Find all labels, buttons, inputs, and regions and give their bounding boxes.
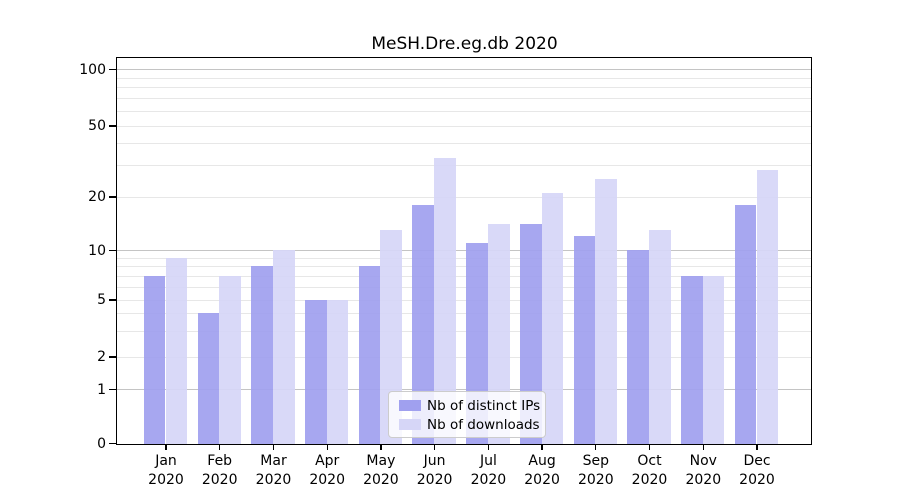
y-tick-mark-0	[109, 442, 116, 445]
x-tick-mark-mar-2020	[272, 444, 275, 450]
x-tick-mark-jul-2020	[487, 444, 490, 450]
bar-downloads-may-2020	[380, 229, 403, 444]
gridline-minor-7	[117, 275, 811, 277]
x-tick-mark-jan-2020	[165, 444, 167, 450]
bar-distinct-ips-dec-2020	[734, 204, 757, 444]
y-tick-mark-20	[109, 196, 116, 198]
x-tick-label-feb-2020: Feb 2020	[201, 453, 238, 488]
x-tick-label-nov-2020: Nov 2020	[685, 453, 722, 488]
legend-item-downloads: Nb of downloads	[399, 415, 545, 434]
bar-distinct-ips-oct-2020	[627, 250, 649, 444]
bar-distinct-ips-feb-2020	[197, 313, 220, 444]
legend: Nb of distinct IPs Nb of downloads	[388, 391, 546, 438]
gridline-minor-80	[117, 87, 811, 89]
y-tick-mark-10	[109, 249, 116, 252]
gridline-minor-60	[117, 110, 811, 112]
x-tick-mark-dec-2020	[756, 444, 758, 450]
x-tick-label-mar-2020: Mar 2020	[255, 453, 292, 488]
y-tick-label-20: 20	[88, 189, 106, 205]
bar-distinct-ips-jun-2020	[412, 204, 435, 444]
legend-item-distinct-ips: Nb of distinct IPs	[399, 396, 545, 415]
x-tick-mark-sep-2020	[595, 444, 597, 450]
x-tick-mark-jun-2020	[433, 444, 436, 450]
x-tick-mark-nov-2020	[702, 444, 704, 450]
gridline-minor-5	[117, 299, 811, 301]
x-tick-label-apr-2020: Apr 2020	[309, 453, 345, 488]
gridline-minor-3	[117, 331, 811, 333]
bar-downloads-nov-2020	[702, 275, 725, 444]
x-tick-label-dec-2020: Dec 2020	[739, 453, 775, 488]
y-tick-label-0: 0	[97, 435, 106, 452]
y-tick-label-5: 5	[97, 292, 106, 308]
y-tick-label-1: 1	[97, 381, 106, 398]
bar-downloads-aug-2020	[541, 192, 564, 444]
gridline-minor-50	[117, 125, 811, 127]
x-tick-label-jan-2020: Jan 2020	[148, 453, 184, 488]
bar-downloads-oct-2020	[649, 229, 671, 444]
gridline-minor-2	[117, 356, 811, 358]
x-tick-mark-feb-2020	[219, 444, 221, 450]
y-tick-mark-100	[109, 68, 116, 71]
bar-distinct-ips-may-2020	[358, 265, 381, 444]
y-tick-mark-1	[109, 388, 116, 391]
x-tick-label-aug-2020: Aug 2020	[524, 453, 560, 488]
gridline-major-100	[117, 69, 811, 70]
legend-label-distinct-ips: Nb of distinct IPs	[427, 397, 541, 414]
x-tick-label-may-2020: May 2020	[363, 453, 399, 488]
legend-swatch-downloads	[399, 419, 421, 430]
bar-distinct-ips-apr-2020	[305, 299, 327, 444]
gridline-minor-70	[117, 98, 811, 100]
x-tick-label-sep-2020: Sep 2020	[577, 453, 614, 488]
y-tick-label-100: 100	[79, 61, 106, 78]
gridline-minor-20	[117, 196, 811, 198]
bar-distinct-ips-nov-2020	[681, 275, 703, 444]
gridline-major-1	[117, 389, 811, 390]
x-tick-mark-oct-2020	[648, 444, 651, 450]
gridline-minor-9	[117, 257, 811, 259]
gridline-minor-40	[117, 142, 811, 144]
gridline-minor-8	[117, 265, 811, 267]
gridline-minor-6	[117, 286, 811, 288]
bar-downloads-sep-2020	[595, 179, 617, 444]
y-tick-mark-50	[109, 125, 116, 127]
chart-title: MeSH.Dre.eg.db 2020	[371, 34, 558, 54]
bar-downloads-apr-2020	[326, 299, 349, 444]
bar-downloads-jun-2020	[434, 157, 456, 444]
y-tick-label-10: 10	[88, 242, 106, 259]
y-tick-mark-5	[109, 299, 116, 301]
bar-downloads-mar-2020	[273, 250, 295, 444]
x-tick-mark-apr-2020	[326, 444, 328, 450]
gridline-minor-90	[117, 77, 811, 79]
bar-distinct-ips-mar-2020	[251, 265, 273, 444]
bar-distinct-ips-aug-2020	[519, 224, 542, 444]
legend-label-downloads: Nb of downloads	[427, 416, 540, 433]
plot-area	[116, 57, 812, 445]
bar-distinct-ips-jan-2020	[143, 275, 166, 444]
x-tick-label-oct-2020: Oct 2020	[631, 453, 668, 488]
bar-downloads-dec-2020	[756, 170, 779, 444]
y-tick-mark-2	[109, 356, 116, 358]
bar-downloads-jul-2020	[487, 224, 510, 444]
x-tick-label-jun-2020: Jun 2020	[416, 453, 453, 488]
x-tick-mark-aug-2020	[541, 444, 543, 450]
bar-distinct-ips-sep-2020	[573, 235, 596, 444]
bar-downloads-jan-2020	[165, 257, 188, 444]
x-tick-mark-may-2020	[380, 444, 382, 450]
x-tick-label-jul-2020: Jul 2020	[470, 453, 507, 488]
gridline-minor-30	[117, 165, 811, 167]
legend-swatch-distinct-ips	[399, 400, 421, 411]
gridline-minor-4	[117, 313, 811, 315]
bar-downloads-feb-2020	[219, 275, 241, 444]
gridline-major-10	[117, 250, 811, 251]
y-tick-label-50: 50	[88, 118, 106, 134]
y-tick-label-2: 2	[97, 349, 106, 365]
